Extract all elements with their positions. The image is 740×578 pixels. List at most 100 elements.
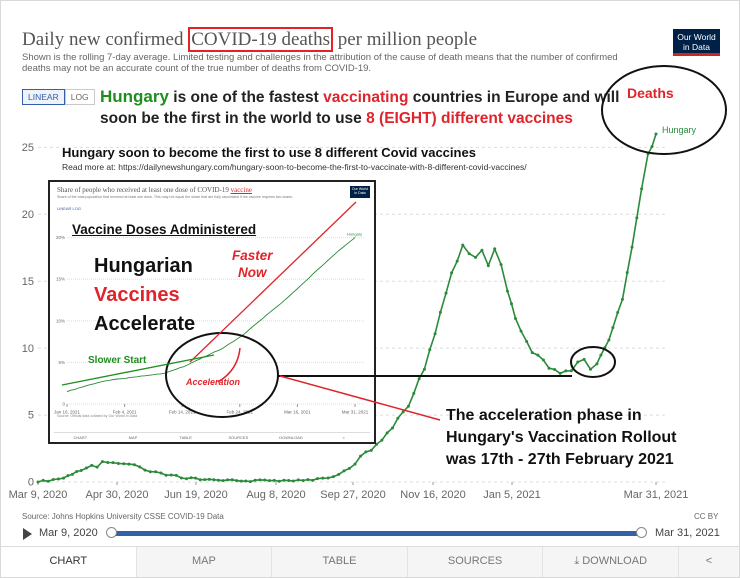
data-point [428,348,432,352]
play-icon[interactable] [23,528,32,540]
tab-map[interactable]: MAP [135,547,272,577]
data-point [547,366,551,370]
x-tick-label: Feb 24, 2021 [227,410,254,415]
inset-tab-chart: CHART [73,435,88,440]
data-point [541,358,545,362]
data-point [509,302,513,306]
deaths-annotation: Deaths [627,85,674,101]
data-point [499,263,503,267]
data-point [84,466,88,470]
scale-log-button[interactable]: LOG [64,89,95,105]
y-tick-label: 15 [22,276,34,288]
data-point [253,478,257,482]
data-point [505,289,509,293]
data-point [198,478,202,482]
data-point [272,478,276,482]
data-point [230,478,234,482]
data-point [143,468,147,472]
data-point [603,346,607,350]
data-point [194,476,198,480]
data-point [169,473,173,477]
chart-title: Daily new confirmed COVID-19 deaths per … [22,27,478,52]
tab-sources[interactable]: SOURCES [406,547,543,577]
x-tick-label: Jan 5, 2021 [483,489,541,501]
data-point [311,478,315,482]
source-line: Source: Johns Hopkins University CSSE CO… [22,512,224,521]
data-point [248,480,252,484]
inset-tab-map: MAP [128,435,138,440]
scale-linear-button[interactable]: LINEAR [22,89,65,105]
data-point [620,297,624,301]
data-point [159,471,163,475]
tab-table[interactable]: TABLE [271,547,407,577]
data-point [56,477,60,481]
data-point [122,462,126,466]
x-tick-label: Apr 30, 2020 [86,489,149,501]
inset-tab-download: DOWNLOAD [279,435,303,440]
y-tick-label: 5% [58,360,65,365]
vaccine-doses-label: Vaccine Doses Administered [72,222,257,237]
data-point [179,476,183,480]
faster-now-label: Faster Now [232,248,273,280]
read-more-link[interactable]: Read more at: https://dailynewshungary.c… [62,162,527,172]
data-point [90,463,94,467]
data-point [185,477,189,481]
data-point [347,466,351,470]
y-tick-label: 25 [22,142,34,154]
data-point [582,357,586,361]
data-point [337,472,341,476]
data-point [127,462,131,466]
data-point [263,478,267,482]
data-point [650,145,654,149]
data-point [536,353,540,357]
data-point [616,310,620,314]
data-point [203,478,207,482]
y-tick-label: 5 [28,410,34,422]
tab-chart[interactable]: CHART [1,547,136,577]
data-point [79,469,83,473]
title-highlight: COVID-19 deaths [188,27,333,52]
inset-source: Source: Official data collated by Our Wo… [57,414,138,418]
data-point [380,438,384,442]
y-tick-label: 20% [56,235,65,240]
data-point [138,465,142,469]
data-point [268,479,272,483]
data-point [296,478,300,482]
data-point [326,476,330,480]
data-point [51,477,55,481]
timeline-end-handle[interactable] [636,527,647,538]
data-point [654,132,658,136]
data-point [569,369,573,373]
headline-annotation: Hungary soon to become the first to use … [62,145,476,160]
timeline-start-handle[interactable] [106,527,117,538]
data-point [36,480,40,484]
data-point [359,454,363,458]
data-point [212,478,216,482]
tab-download[interactable]: ⤓ DOWNLOAD [542,547,678,577]
series-label: Hungary [347,232,362,237]
data-point [385,431,389,435]
data-point [480,248,484,252]
data-point [287,479,291,483]
x-tick-label: Mar 31, 2021 [624,489,689,501]
timeline-track[interactable] [111,531,641,536]
phase-annotation: The acceleration phase in Hungary's Vacc… [446,407,677,468]
x-tick-label: Jun 19, 2020 [164,489,228,501]
data-point [558,371,562,375]
data-point [164,473,168,477]
inset-tab-table: TABLE [179,435,192,440]
timeline-start-date: Mar 9, 2020 [39,527,98,539]
cc-by-label[interactable]: CC BY [694,512,719,521]
data-point [116,462,120,466]
vaccine-inset: Share of people who received at least on… [48,180,376,444]
share-icon: < [705,555,713,567]
data-point [467,252,471,256]
data-point [406,404,410,408]
share-button[interactable]: < [677,547,739,577]
data-point [277,479,281,483]
data-point [595,362,599,366]
data-point [438,310,442,314]
owid-logo[interactable]: Our World in Data [673,29,720,56]
inset-title: Share of people who received at least on… [57,186,252,194]
data-point [306,478,310,482]
